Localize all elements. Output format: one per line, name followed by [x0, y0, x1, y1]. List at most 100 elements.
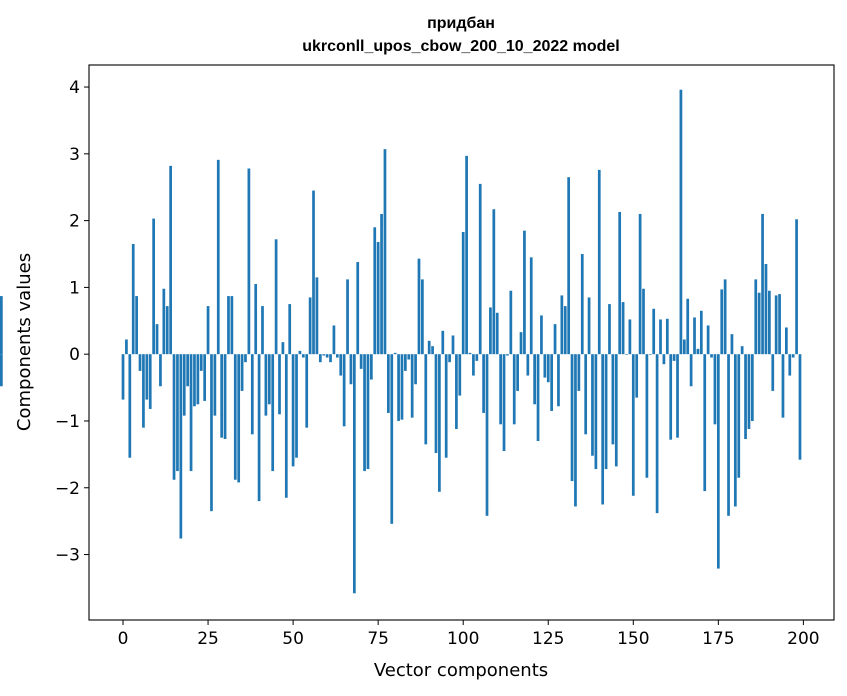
bar — [570, 354, 574, 482]
bar — [387, 354, 390, 413]
bar — [478, 183, 482, 355]
bar — [768, 290, 771, 355]
bar — [529, 257, 533, 355]
plot-frame — [88, 64, 835, 621]
bar — [257, 354, 261, 502]
bar — [182, 354, 186, 416]
bar — [125, 339, 128, 355]
bar — [199, 354, 203, 371]
x-tick-label: 175 — [702, 629, 734, 649]
bar — [710, 354, 713, 358]
bar — [516, 354, 519, 391]
y-tick-label: 4 — [69, 78, 80, 98]
bar — [138, 354, 142, 371]
bar — [744, 354, 747, 440]
bar — [563, 306, 567, 355]
bar — [584, 354, 588, 435]
bar — [509, 290, 513, 355]
bar — [669, 354, 673, 440]
bar — [288, 304, 292, 355]
bar — [274, 239, 278, 355]
bar — [254, 284, 258, 355]
bar — [148, 354, 152, 409]
bar — [672, 354, 676, 361]
bar — [373, 227, 377, 355]
bar — [574, 354, 577, 507]
bar — [121, 354, 125, 400]
bar — [645, 354, 649, 478]
bar — [757, 292, 761, 355]
bar — [557, 354, 560, 407]
bar — [761, 213, 764, 355]
bar — [723, 279, 727, 355]
bar — [482, 354, 485, 413]
bar — [315, 277, 319, 355]
y-tick-label: −1 — [55, 412, 80, 432]
bar — [414, 354, 417, 385]
bar — [519, 332, 523, 355]
bar — [533, 354, 536, 405]
bar — [754, 279, 758, 355]
bar — [131, 243, 135, 355]
bar — [359, 354, 363, 369]
x-tick-label: 25 — [197, 629, 219, 649]
y-tick-label: 0 — [69, 345, 80, 365]
bar — [332, 325, 336, 355]
bar — [165, 306, 169, 355]
bar — [774, 295, 778, 355]
bar — [546, 354, 550, 383]
bar — [502, 354, 506, 452]
bar — [189, 354, 193, 472]
bar — [421, 279, 424, 355]
bar — [142, 354, 145, 428]
bar — [380, 213, 383, 355]
bar — [781, 354, 785, 418]
bar — [369, 354, 373, 380]
bar — [740, 346, 744, 355]
bar — [689, 354, 693, 387]
bar — [625, 354, 628, 355]
bar — [771, 354, 775, 391]
bar — [155, 324, 159, 355]
bar — [591, 354, 594, 456]
bar — [356, 262, 360, 355]
y-tick-label: −3 — [55, 546, 80, 566]
bar — [567, 177, 571, 355]
bar — [703, 354, 707, 492]
bar — [230, 296, 234, 355]
bar — [417, 258, 421, 355]
x-tick-label: 50 — [282, 629, 304, 649]
bar — [659, 319, 662, 355]
bar — [543, 354, 547, 378]
y-tick-label: 3 — [69, 145, 80, 165]
bar — [648, 354, 652, 355]
bar — [628, 319, 632, 355]
bar — [655, 354, 659, 514]
bar — [169, 165, 172, 355]
bar — [553, 324, 557, 355]
y-tick-label: 1 — [69, 278, 80, 298]
bar — [186, 354, 190, 387]
bar — [720, 289, 724, 355]
bar — [560, 295, 564, 355]
bar — [271, 354, 275, 472]
bar — [128, 354, 132, 458]
bar — [686, 298, 690, 355]
bar — [152, 218, 155, 355]
bar — [397, 354, 400, 421]
bar — [363, 354, 366, 472]
bar — [631, 354, 635, 496]
bar — [499, 354, 502, 425]
bar — [465, 155, 468, 355]
bar — [390, 354, 394, 524]
bar — [679, 89, 683, 355]
bar — [400, 354, 404, 420]
bar — [237, 354, 241, 483]
bar — [747, 354, 751, 429]
bar — [366, 354, 370, 470]
bar — [461, 231, 465, 355]
bar — [485, 354, 489, 516]
bar — [206, 306, 210, 355]
bar — [250, 354, 254, 435]
